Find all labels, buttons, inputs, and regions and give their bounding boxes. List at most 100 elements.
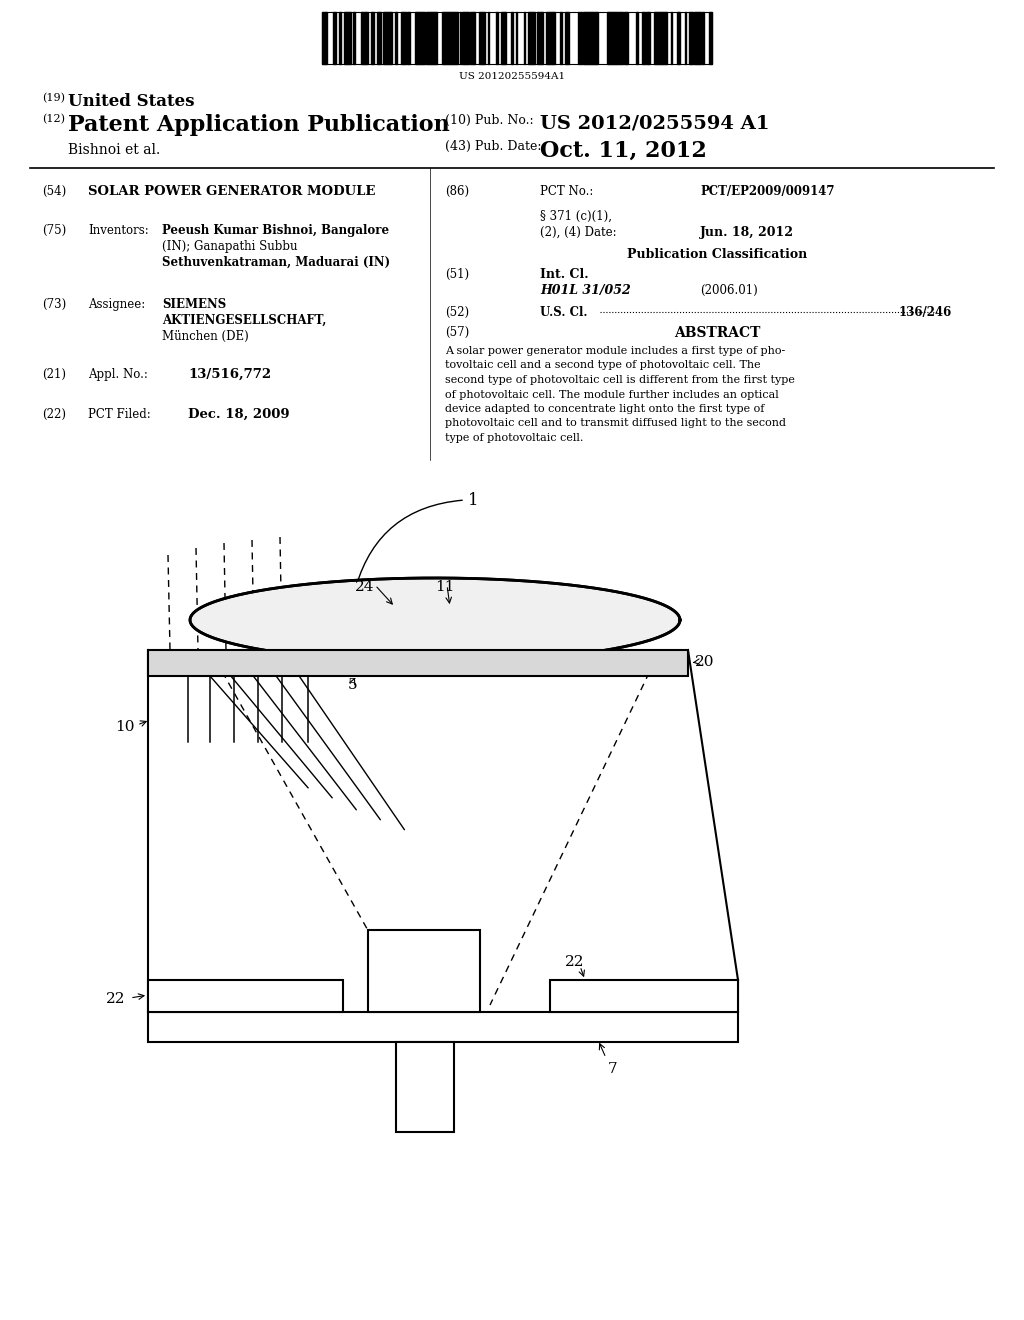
Text: (54): (54) (42, 185, 67, 198)
Bar (470, 12, 473, 63)
Bar (592, 12, 595, 63)
Text: (75): (75) (42, 224, 67, 238)
Bar (702, 12, 705, 63)
Text: PCT Filed:: PCT Filed: (88, 408, 151, 421)
Text: Peeush Kumar Bishnoi, Bangalore: Peeush Kumar Bishnoi, Bangalore (162, 224, 389, 238)
Bar (473, 12, 475, 63)
Bar (550, 12, 552, 63)
Text: tovoltaic cell and a second type of photovoltaic cell. The: tovoltaic cell and a second type of phot… (445, 360, 761, 371)
Text: (IN); Ganapathi Subbu: (IN); Ganapathi Subbu (162, 240, 298, 253)
Text: (21): (21) (42, 368, 66, 381)
Ellipse shape (190, 578, 680, 663)
Bar (325, 12, 327, 63)
Bar (450, 12, 453, 63)
Text: ABSTRACT: ABSTRACT (674, 326, 760, 341)
Text: § 371 (c)(1),: § 371 (c)(1), (540, 210, 612, 223)
Text: 1: 1 (468, 492, 478, 510)
Bar (608, 12, 611, 63)
Bar (322, 12, 325, 63)
Text: Dec. 18, 2009: Dec. 18, 2009 (188, 408, 290, 421)
Bar (678, 12, 680, 63)
Bar (454, 12, 456, 63)
Text: Oct. 11, 2012: Oct. 11, 2012 (540, 140, 707, 162)
Bar (691, 12, 693, 63)
Text: (73): (73) (42, 298, 67, 312)
Bar (648, 12, 650, 63)
Text: US 2012/0255594 A1: US 2012/0255594 A1 (540, 114, 769, 132)
Bar (384, 12, 386, 63)
Bar (586, 12, 588, 63)
Text: AKTIENGESELLSCHAFT,: AKTIENGESELLSCHAFT, (162, 314, 327, 327)
Text: München (DE): München (DE) (162, 330, 249, 343)
Text: SIEMENS: SIEMENS (162, 298, 226, 312)
Text: Inventors:: Inventors: (88, 224, 148, 238)
Text: (43) Pub. Date:: (43) Pub. Date: (445, 140, 542, 153)
Bar (580, 12, 582, 63)
Text: 11: 11 (435, 579, 455, 594)
Bar (422, 12, 424, 63)
Bar (636, 12, 638, 63)
Bar (567, 12, 569, 63)
Bar (663, 12, 666, 63)
Text: (2), (4) Date:: (2), (4) Date: (540, 226, 616, 239)
Text: A solar power generator module includes a first type of pho-: A solar power generator module includes … (445, 346, 785, 356)
Bar (479, 12, 482, 63)
Text: Publication Classification: Publication Classification (627, 248, 807, 261)
Bar (322, 12, 712, 63)
Bar (148, 979, 343, 1012)
Text: 20: 20 (695, 655, 715, 669)
Text: 136/246: 136/246 (899, 306, 952, 319)
Text: Assignee:: Assignee: (88, 298, 145, 312)
Bar (538, 12, 541, 63)
Text: photovoltaic cell and to transmit diffused light to the second: photovoltaic cell and to transmit diffus… (445, 418, 786, 429)
Text: type of photovoltaic cell.: type of photovoltaic cell. (445, 433, 584, 444)
Bar (550, 979, 738, 1012)
Bar (611, 12, 613, 63)
Bar (379, 12, 381, 63)
Text: Bishnoi et al.: Bishnoi et al. (68, 143, 160, 157)
Bar (613, 12, 615, 63)
Bar (617, 12, 620, 63)
Text: (12): (12) (42, 114, 65, 124)
Bar (371, 12, 374, 63)
Bar (362, 12, 365, 63)
Text: of photovoltaic cell. The module further includes an optical: of photovoltaic cell. The module further… (445, 389, 778, 400)
Bar (148, 649, 688, 676)
Bar (511, 12, 513, 63)
Bar (432, 12, 434, 63)
Bar (546, 12, 549, 63)
Bar (339, 12, 341, 63)
Text: (51): (51) (445, 268, 469, 281)
Bar (541, 12, 543, 63)
Bar (444, 12, 447, 63)
Bar (368, 931, 480, 1012)
Text: SOLAR POWER GENERATOR MODULE: SOLAR POWER GENERATOR MODULE (88, 185, 376, 198)
Bar (396, 1041, 454, 1133)
Bar (560, 12, 562, 63)
Bar (395, 12, 397, 63)
Bar (588, 12, 591, 63)
Text: Jun. 18, 2012: Jun. 18, 2012 (700, 226, 794, 239)
Bar (467, 12, 469, 63)
Text: (10) Pub. No.:: (10) Pub. No.: (445, 114, 534, 127)
Text: 22: 22 (106, 993, 126, 1006)
Bar (501, 12, 503, 63)
Text: device adapted to concentrate light onto the first type of: device adapted to concentrate light onto… (445, 404, 764, 414)
Bar (401, 12, 403, 63)
Text: (19): (19) (42, 92, 65, 103)
Text: 3: 3 (418, 960, 430, 977)
Bar (353, 12, 355, 63)
Text: 5: 5 (348, 678, 357, 692)
Bar (407, 12, 410, 63)
Bar (596, 12, 598, 63)
Bar (620, 12, 623, 63)
Text: Appl. No.:: Appl. No.: (88, 368, 147, 381)
Text: H01L 31/052: H01L 31/052 (540, 284, 631, 297)
Bar (456, 12, 458, 63)
Text: 22: 22 (565, 954, 585, 969)
Bar (646, 12, 648, 63)
Text: (2006.01): (2006.01) (700, 284, 758, 297)
Bar (689, 12, 691, 63)
Bar (419, 12, 421, 63)
Text: (86): (86) (445, 185, 469, 198)
